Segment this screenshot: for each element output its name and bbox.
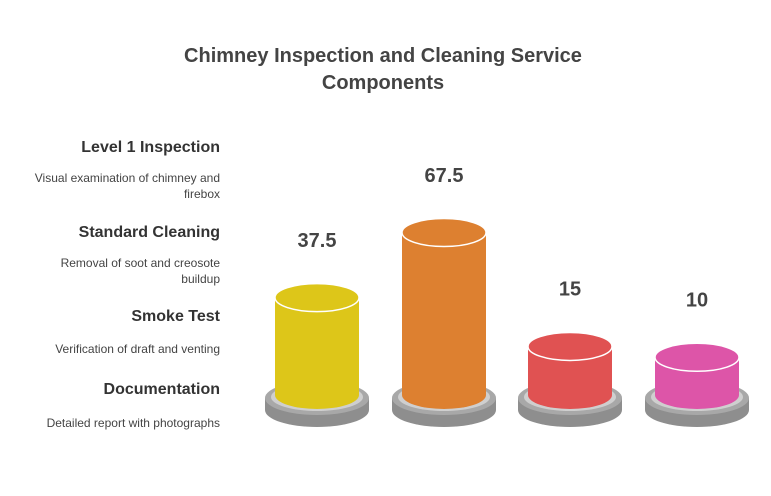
bar-top: [274, 282, 360, 313]
legend-description: Visual examination of chimney and firebo…: [34, 171, 220, 201]
value-label: 15: [559, 279, 581, 301]
legend-description: Removal of soot and creosote buildup: [60, 256, 220, 286]
legend-description: Detailed report with photographs: [46, 416, 220, 430]
legend-title: Smoke Test: [131, 308, 220, 325]
legend-title: Level 1 Inspection: [81, 139, 220, 156]
legend-title: Standard Cleaning: [78, 224, 220, 241]
bar-top: [401, 217, 487, 248]
bar: [275, 297, 359, 395]
bar-top: [527, 331, 613, 362]
value-label: 10: [686, 290, 708, 312]
value-label: 37.5: [298, 230, 337, 252]
chart-title: Chimney Inspection and Cleaning Service …: [184, 45, 582, 94]
value-label: 67.5: [425, 165, 464, 187]
bar-top: [654, 342, 740, 373]
legend-description: Verification of draft and venting: [55, 342, 220, 356]
bar: [402, 232, 486, 395]
legend-title: Documentation: [103, 381, 220, 398]
